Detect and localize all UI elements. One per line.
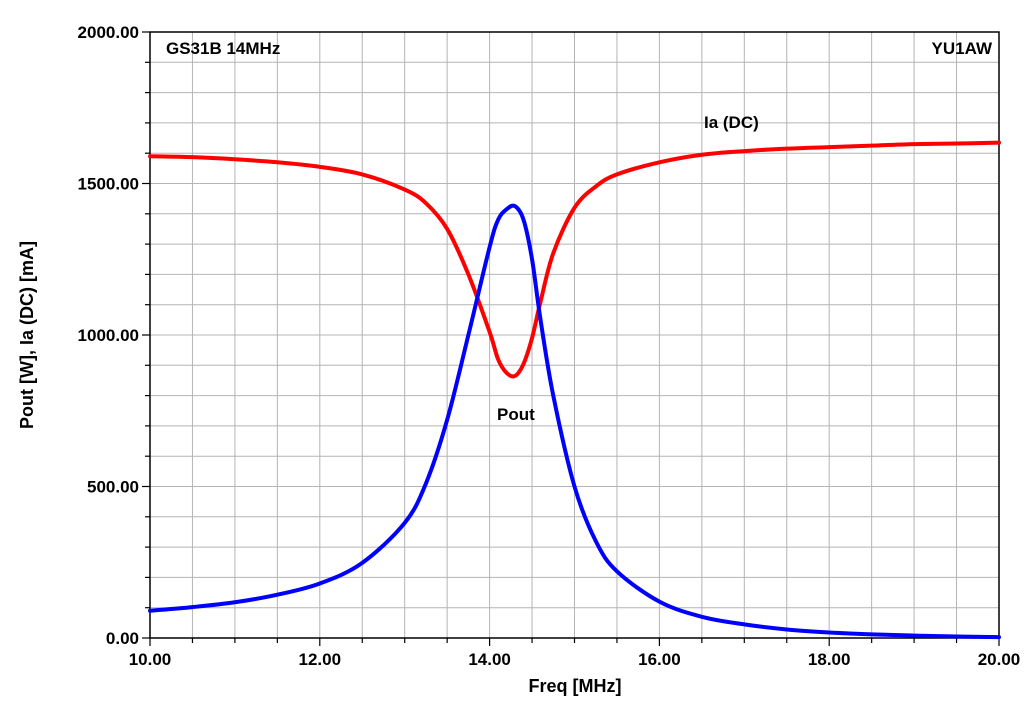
series-lines — [148, 140, 1001, 640]
y-tick-label: 1000.00 — [78, 326, 139, 345]
series-line-pout — [148, 203, 1001, 640]
tick-labels: 10.00 12.00 14.00 16.00 18.00 20.00 0.00 500.00… — [78, 23, 1021, 669]
gridlines — [150, 32, 999, 638]
series-line-ia-dc — [148, 140, 1001, 379]
x-axis-title: Freq [MHz] — [529, 676, 622, 696]
x-tick-label: 20.00 — [978, 650, 1021, 669]
axis-ticks — [142, 31, 1000, 646]
y-axis-title: Pout [W], Ia (DC) [mA] — [17, 241, 37, 429]
annotation-ia-dc: Ia (DC) — [704, 113, 759, 132]
y-tick-label: 500.00 — [87, 478, 139, 497]
x-tick-label: 18.00 — [808, 650, 851, 669]
chart-title-right: YU1AW — [932, 39, 993, 58]
x-tick-label: 14.00 — [468, 650, 511, 669]
annotation-pout: Pout — [497, 405, 535, 424]
x-tick-label: 16.00 — [638, 650, 681, 669]
plot-frame — [149, 31, 1000, 639]
y-tick-label: 1500.00 — [78, 175, 139, 194]
x-tick-label: 10.00 — [129, 650, 172, 669]
y-tick-label: 2000.00 — [78, 23, 139, 42]
chart-title-left: GS31B 14MHz — [166, 39, 280, 58]
x-tick-label: 12.00 — [299, 650, 342, 669]
y-tick-label: 0.00 — [106, 629, 139, 648]
